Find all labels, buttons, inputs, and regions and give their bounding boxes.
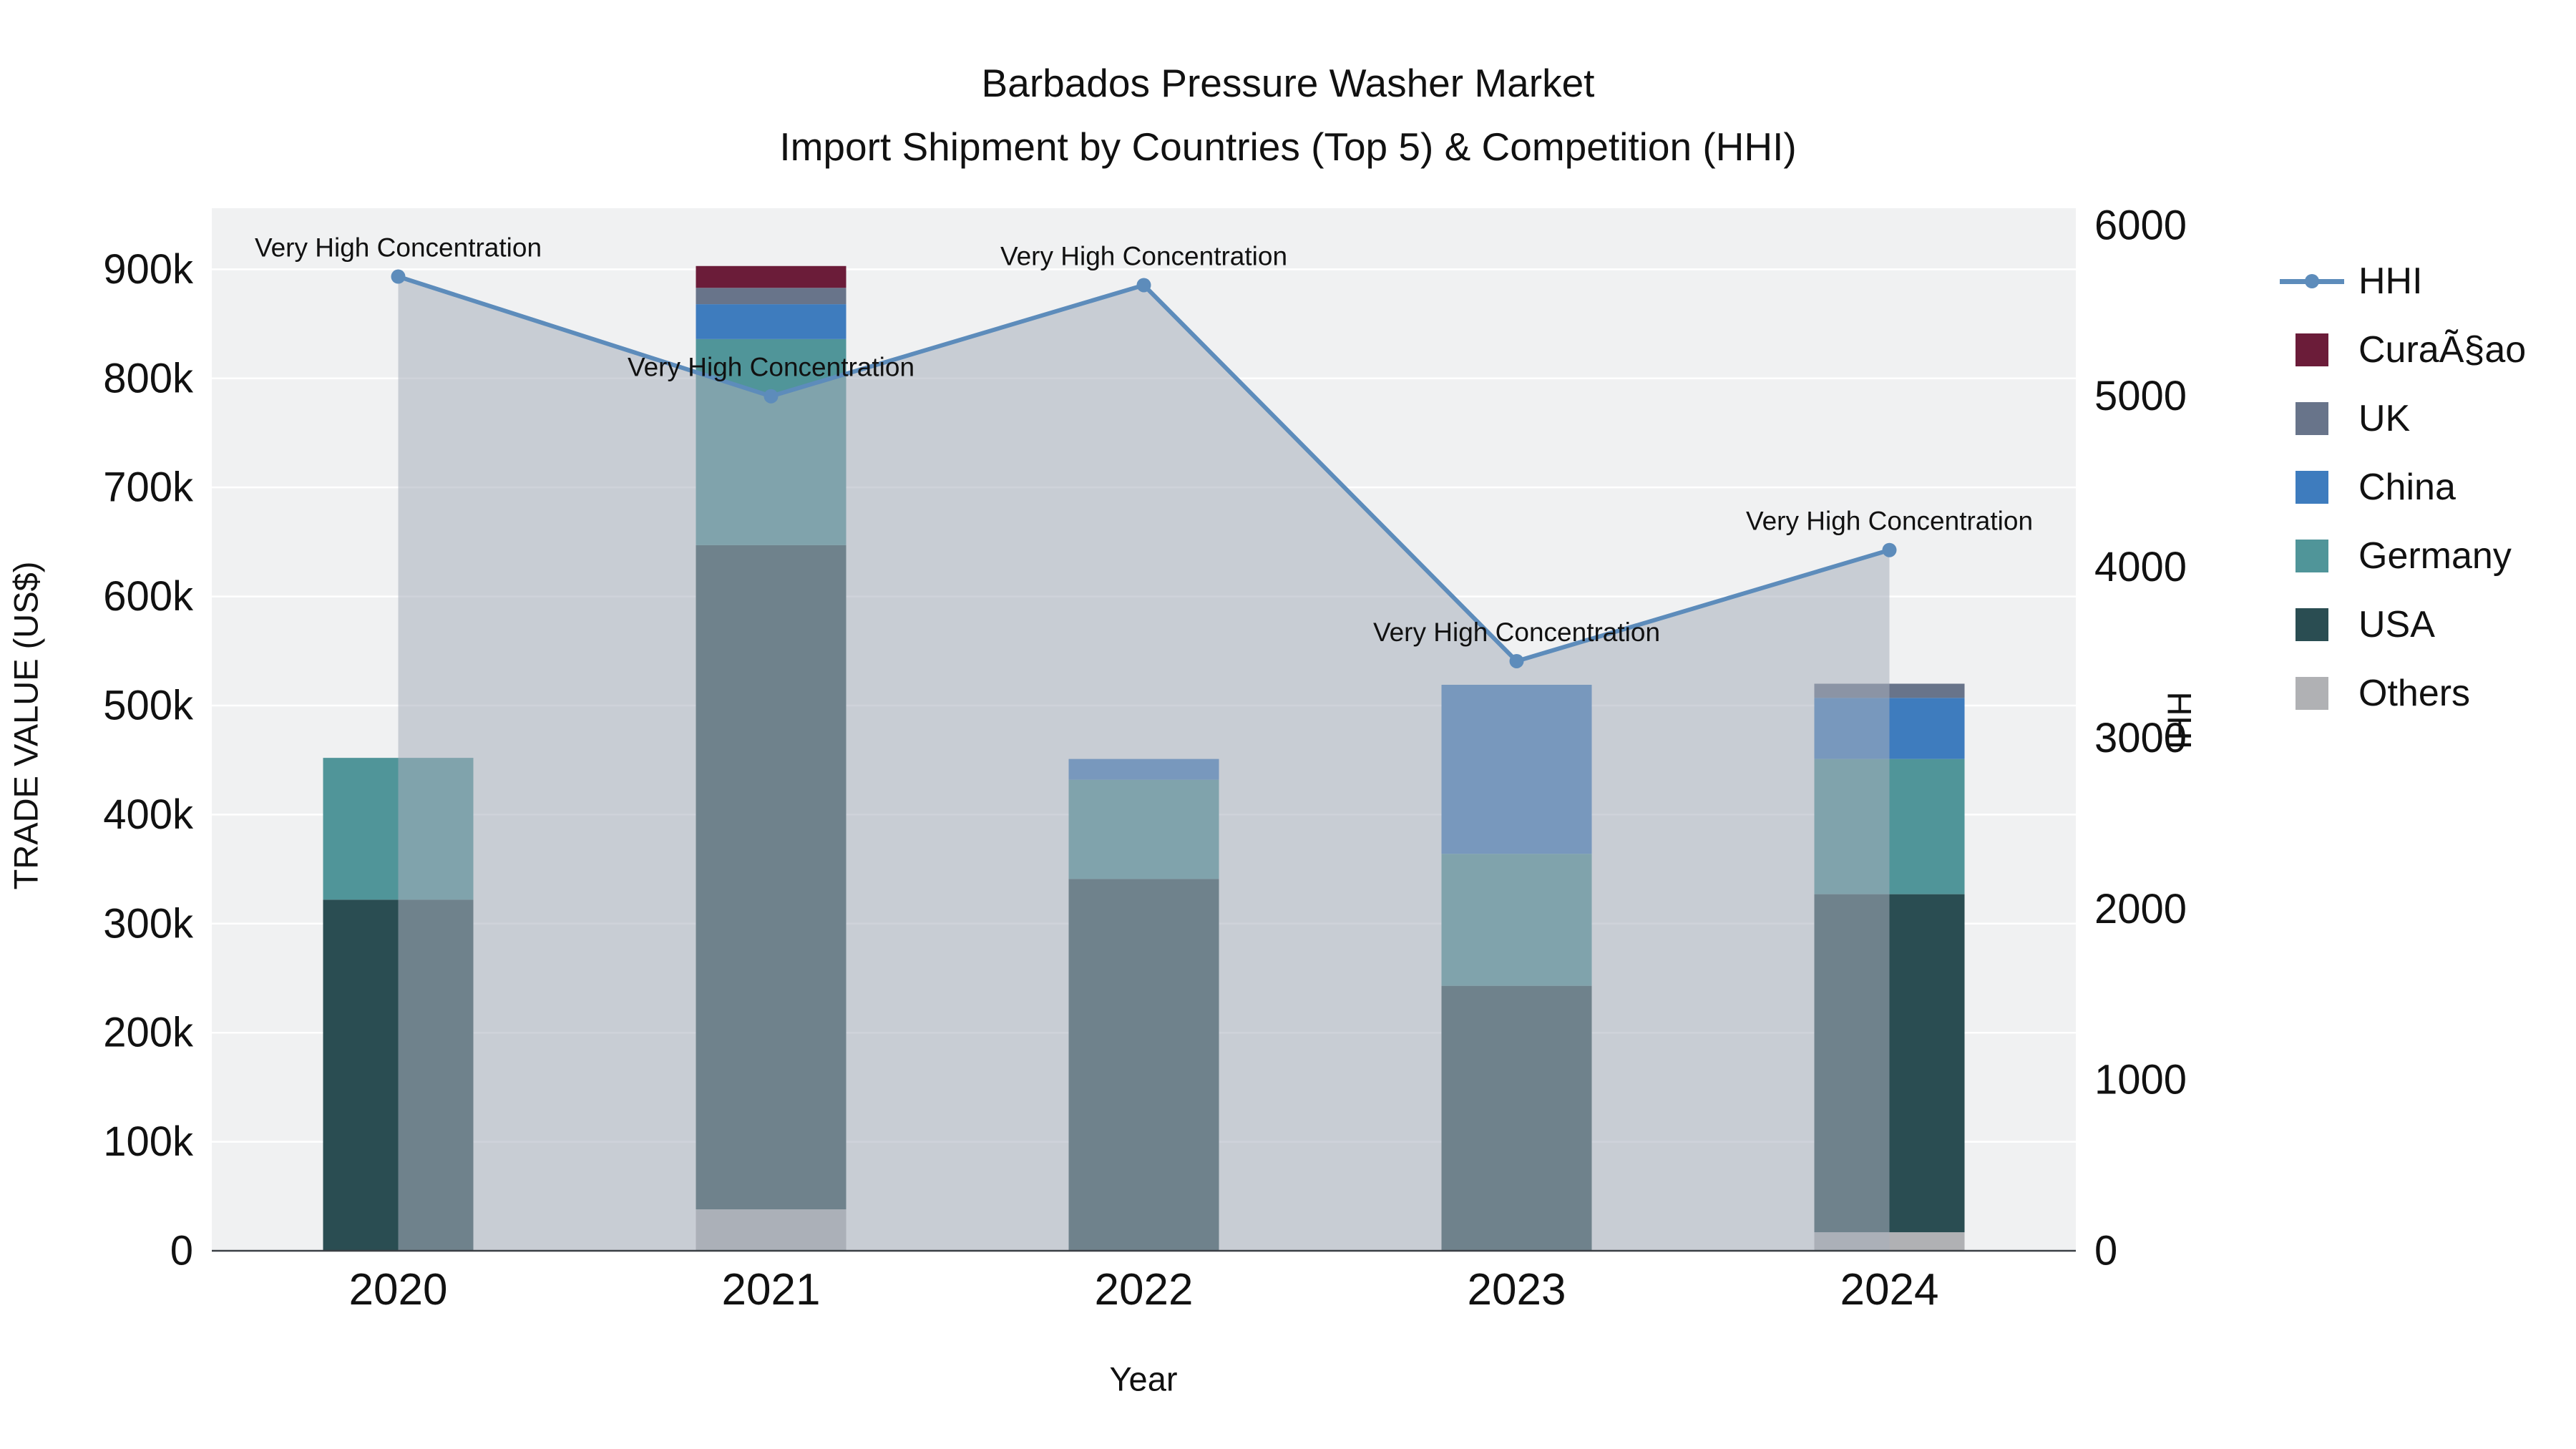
- annotation-2023: Very High Concentration: [1373, 618, 1660, 647]
- legend-label: Germany: [2358, 535, 2512, 577]
- legend-label: HHI: [2358, 260, 2423, 302]
- right-tick-1000: 1000: [2094, 1057, 2187, 1103]
- hhi-point-2022: [1136, 278, 1151, 293]
- left-tick-200k: 200k: [103, 1010, 194, 1056]
- left-tick-900k: 900k: [103, 246, 194, 293]
- legend-swatch-icon: [2280, 540, 2344, 572]
- right-tick-5000: 5000: [2094, 373, 2187, 419]
- x-tick-2020: 2020: [349, 1265, 448, 1314]
- right-tick-3000: 3000: [2094, 715, 2187, 761]
- left-tick-400k: 400k: [103, 791, 194, 838]
- legend-label: CuraÃ§ao: [2358, 329, 2527, 371]
- left-tick-800k: 800k: [103, 355, 194, 401]
- right-tick-6000: 6000: [2094, 202, 2187, 248]
- annotation-2021: Very High Concentration: [628, 353, 914, 382]
- bar-China-2021: [696, 304, 847, 339]
- annotation-2020: Very High Concentration: [255, 233, 542, 263]
- legend-item-hhi[interactable]: HHI: [2280, 247, 2526, 316]
- right-axis-title: HHI: [2160, 691, 2199, 750]
- annotation-2022: Very High Concentration: [1000, 241, 1287, 270]
- legend-label: USA: [2358, 604, 2435, 645]
- bar-UK-2021: [696, 288, 847, 305]
- chart-title: Barbados Pressure Washer Market Import S…: [0, 52, 2576, 179]
- legend-swatch-icon: [2280, 471, 2344, 504]
- bar-CuraÃ§ao-2021: [696, 265, 847, 288]
- legend: HHI CuraÃ§ao UK China Germany USA Others: [2280, 247, 2526, 728]
- legend-label: China: [2358, 467, 2456, 508]
- right-tick-2000: 2000: [2094, 886, 2187, 932]
- legend-label: UK: [2358, 398, 2411, 439]
- x-tick-2023: 2023: [1468, 1265, 1566, 1314]
- left-tick-100k: 100k: [103, 1118, 194, 1165]
- chart-title-line1: Barbados Pressure Washer Market: [981, 61, 1595, 105]
- hhi-point-2021: [763, 389, 779, 404]
- x-tick-2024: 2024: [1840, 1265, 1939, 1314]
- legend-swatch-icon: [2280, 402, 2344, 435]
- legend-item-uk[interactable]: UK: [2280, 384, 2526, 453]
- legend-item-usa[interactable]: USA: [2280, 590, 2526, 659]
- x-axis-title: Year: [1109, 1360, 1178, 1398]
- left-tick-300k: 300k: [103, 900, 194, 947]
- left-tick-600k: 600k: [103, 573, 194, 620]
- legend-label: Others: [2358, 673, 2471, 714]
- legend-item-others[interactable]: Others: [2280, 659, 2526, 728]
- x-tick-2021: 2021: [722, 1265, 821, 1314]
- annotation-2024: Very High Concentration: [1746, 507, 2033, 536]
- hhi-point-2024: [1882, 542, 1897, 557]
- hhi-point-2023: [1509, 653, 1524, 668]
- left-axis-title: TRADE VALUE (US$): [6, 561, 45, 890]
- left-tick-500k: 500k: [103, 682, 194, 728]
- legend-item-china[interactable]: China: [2280, 453, 2526, 522]
- chart-title-line2: Import Shipment by Countries (Top 5) & C…: [779, 125, 1797, 170]
- right-tick-0: 0: [2094, 1228, 2117, 1274]
- legend-swatch-icon: [2280, 608, 2344, 641]
- left-tick-0: 0: [170, 1228, 193, 1274]
- hhi-area: [398, 276, 1890, 1251]
- legend-item-germany[interactable]: Germany: [2280, 522, 2526, 590]
- left-tick-700k: 700k: [103, 464, 194, 511]
- x-tick-2022: 2022: [1095, 1265, 1194, 1314]
- legend-line-icon: [2280, 265, 2344, 298]
- hhi-point-2020: [391, 269, 406, 284]
- right-tick-4000: 4000: [2094, 544, 2187, 590]
- legend-item-cura-ao[interactable]: CuraÃ§ao: [2280, 316, 2526, 384]
- legend-swatch-icon: [2280, 333, 2344, 366]
- legend-swatch-icon: [2280, 677, 2344, 710]
